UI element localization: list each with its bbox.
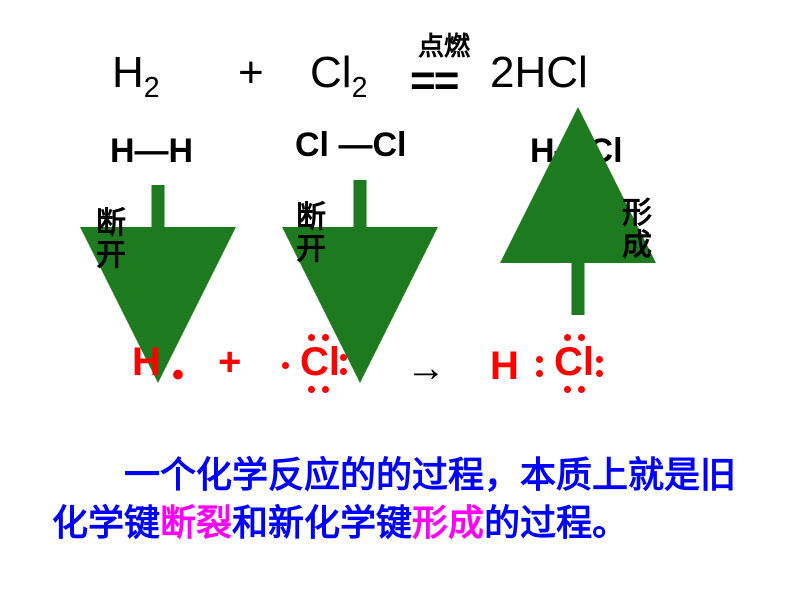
lewis-h-dot: •	[172, 356, 184, 395]
cl2-sub: 2	[352, 72, 368, 104]
lewis-h-atom: H	[132, 340, 161, 385]
label-break-2: 断开	[296, 202, 330, 265]
lewis-cl2-text: Cl	[554, 340, 594, 385]
lewis-product-h: H	[490, 344, 519, 389]
label-form: 形成	[622, 198, 656, 261]
summary-text: 一个化学反应的的过程，本质上就是旧化学键断裂和新化学键形成的过程。	[52, 451, 754, 548]
keyword-break: 断裂	[160, 502, 232, 543]
reactant-cl2: Cl2	[310, 48, 367, 105]
h2-symbol: H	[112, 48, 144, 97]
equals-sign: ==	[410, 56, 457, 106]
lewis-plus: +	[218, 340, 241, 385]
bond-h-cl: H—Cl	[530, 132, 623, 171]
lewis-product-cl: Cl	[534, 334, 644, 394]
lewis-arrow: →	[406, 346, 446, 391]
lewis-cl-atom: Cl	[278, 334, 378, 394]
product-2hcl: 2HCl	[490, 48, 588, 98]
keyword-form: 形成	[412, 502, 484, 543]
reactant-h2: H2	[112, 48, 160, 105]
eq-plus: +	[238, 48, 264, 98]
summary-post: 的过程。	[484, 502, 628, 543]
bond-cl-cl: Cl —Cl	[295, 126, 406, 165]
cl2-symbol: Cl	[310, 48, 352, 97]
lewis-cl-text: Cl	[300, 340, 340, 385]
summary-mid: 和新化学键	[232, 502, 412, 543]
bond-h-h: H—H	[110, 132, 193, 171]
label-break-1: 断开	[96, 208, 130, 271]
h2-sub: 2	[144, 72, 160, 104]
